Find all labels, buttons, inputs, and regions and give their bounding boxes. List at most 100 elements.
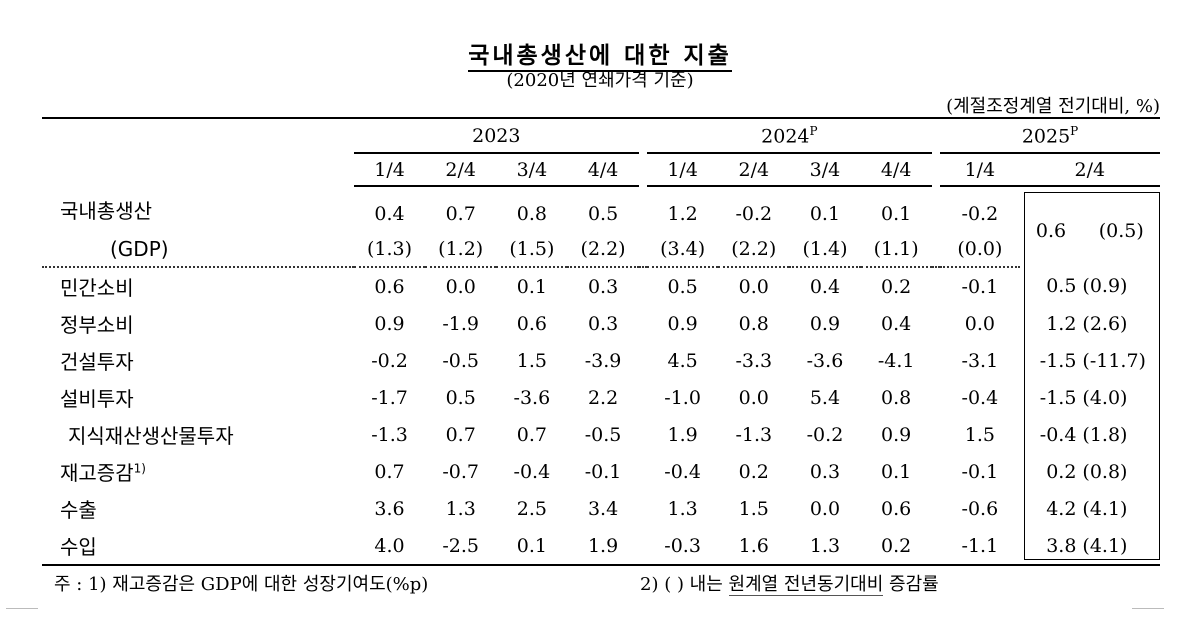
gdp-yoy-8: (1.1) (860, 232, 932, 268)
page-edge-right (1132, 608, 1164, 619)
column-gap (639, 379, 647, 416)
cell-value-6: -1.3 (735, 423, 773, 446)
cell-value-3: 0.1 (516, 534, 547, 557)
row-label-text: 지식재산생산물투자 (68, 424, 234, 448)
cell-value-10: -0.4 (1039, 423, 1077, 446)
year-header-row: 2023 2024P 2025P (42, 118, 1160, 154)
gdp-value-8: 0.1 (881, 202, 912, 225)
cell-value-2: 0.7 (445, 423, 476, 446)
cell-value-6: 0.8 (738, 312, 769, 335)
cell-value-2: -1.9 (442, 312, 480, 335)
table-row: 정부소비 0.9 -1.9 0.6 0.3 0.9 0.8 0.9 0.4 0.0 1.2 (2.6) (42, 305, 1160, 342)
row-label: 수출 (42, 490, 354, 527)
cell-yoy: (0.8) (1082, 460, 1128, 483)
cell-value-5: 4.5 (667, 349, 698, 372)
cell-value-2: -0.5 (442, 349, 480, 372)
cell-value-8: 0.4 (881, 312, 912, 335)
quarter-header-1: 1/4 (353, 153, 426, 187)
cell-value-8: 0.8 (881, 386, 912, 409)
cell-value-3: 1.5 (516, 349, 547, 372)
gdp-yoy-5: (3.4) (647, 232, 719, 268)
column-gap (932, 267, 940, 305)
column-gap (639, 153, 647, 186)
table-row: 수출 3.6 1.3 2.5 3.4 1.3 1.5 0.0 0.6 -0.6 4.2 (4.1) (42, 490, 1160, 527)
cell-value-9: -1.1 (961, 534, 999, 557)
gdp-value-10: 0.6 (1035, 220, 1067, 242)
cell-value-1: -1.7 (371, 386, 408, 409)
cell-value-3: -0.4 (513, 460, 551, 483)
cell-value-7: -0.2 (806, 423, 844, 446)
column-gap (932, 453, 940, 490)
gdp-yoy-6: (2.2) (718, 232, 790, 268)
cell-value-7: -3.6 (806, 349, 844, 372)
cell-value-5: -0.4 (664, 460, 701, 483)
cell-value-5: 1.9 (667, 423, 698, 446)
table-title: 국내총생산에 대한 지출 (0, 36, 1200, 72)
cell-yoy: (4.1) (1082, 534, 1128, 557)
cell-yoy: (4.1) (1082, 497, 1128, 520)
cell-value-5: 0.5 (667, 275, 698, 298)
cell-value-4: 3.4 (587, 497, 619, 520)
row-label-gdp-abbr: (GDP) (42, 232, 354, 268)
gdp-value-1: 0.4 (374, 202, 405, 225)
table-row: 재고증감1) 0.7 -0.7 -0.4 -0.1 -0.4 0.2 0.3 0.1 -0.1 0.… (42, 453, 1160, 490)
cell-value-4: 0.3 (587, 312, 619, 335)
cell-value-5: -1.0 (664, 386, 701, 409)
column-gap (638, 232, 648, 268)
row-label: 정부소비 (42, 305, 354, 342)
cell-yoy: (-11.7) (1082, 349, 1146, 372)
year-header-2025: 2025P (940, 118, 1160, 154)
table-row: 지식재산생산물투자 -1.3 0.7 0.7 -0.5 1.9 -1.3 -0.2 0.9 1.5… (42, 416, 1160, 453)
year-header-2024: 2024P (647, 118, 932, 154)
cell-value-6: 0.0 (738, 386, 769, 409)
row-label: 민간소비 (42, 267, 354, 305)
cell-value-10: 0.5 (1046, 275, 1077, 297)
gdp-value-9: -0.2 (961, 202, 999, 225)
cell-value-2: -0.7 (442, 460, 480, 483)
column-gap (931, 232, 941, 268)
quarter-header-row: 1/4 2/4 3/4 4/4 1/4 2/4 3/4 4/4 1/4 2/4 (42, 153, 1160, 187)
gdp-yoy-4: (2.2) (567, 232, 639, 268)
cell-value-1: 0.7 (374, 460, 405, 483)
row-label-text: 민간소비 (60, 276, 134, 300)
cell-value-3: 0.6 (516, 312, 547, 335)
cell-value-8: 0.1 (881, 460, 912, 483)
quarter-header-3: 3/4 (496, 153, 568, 187)
table-subtitle: (2020년 연쇄가격 기준) (506, 70, 694, 91)
gdp-yoy-2: (1.2) (425, 232, 497, 268)
cell-value-6: 1.6 (738, 534, 769, 557)
cell-value-10: 3.8 (1046, 534, 1077, 557)
row-label-text: 수출 (60, 498, 97, 522)
column-gap (932, 305, 940, 342)
gdp-value-7: 0.1 (809, 202, 841, 225)
gdp-yoy-1: (1.3) (353, 232, 426, 268)
row-label: 건설투자 (42, 342, 354, 379)
quarter-header-10: 2/4 (1019, 153, 1160, 187)
row-label-text: 건설투자 (60, 350, 134, 374)
cell-value-6: 1.5 (738, 497, 769, 520)
quarter-header-9: 1/4 (940, 153, 1020, 187)
table-row: 건설투자 -0.2 -0.5 1.5 -3.9 4.5 -3.3 -3.6 -4.1 -3.1 -1… (42, 342, 1160, 379)
cell-value-2: -2.5 (442, 534, 480, 557)
column-gap (932, 186, 940, 232)
cell-value-1: 0.9 (374, 312, 405, 335)
cell-value-4: -0.5 (584, 423, 622, 446)
cell-value-5: 1.3 (667, 497, 698, 520)
cell-value-9: -3.1 (961, 349, 999, 372)
cell-value-8: 0.6 (881, 497, 912, 520)
row-label-gdp: 국내총생산 (60, 198, 152, 223)
column-gap (932, 153, 940, 186)
cell-value-1: 4.0 (374, 534, 405, 557)
cell-value-3: -3.6 (513, 386, 551, 409)
column-gap (639, 186, 647, 232)
cell-value-7: 0.0 (809, 497, 841, 520)
cell-value-9: -0.1 (961, 275, 999, 298)
quarter-header-8: 4/4 (860, 153, 932, 187)
column-gap (932, 416, 940, 453)
cell-value-8: 0.2 (881, 534, 912, 557)
cell-value-6: 0.0 (738, 275, 769, 298)
cell-value-9: 1.5 (964, 423, 995, 446)
column-gap (932, 527, 940, 565)
cell-value-4: -3.9 (584, 349, 622, 372)
column-gap (639, 416, 647, 453)
